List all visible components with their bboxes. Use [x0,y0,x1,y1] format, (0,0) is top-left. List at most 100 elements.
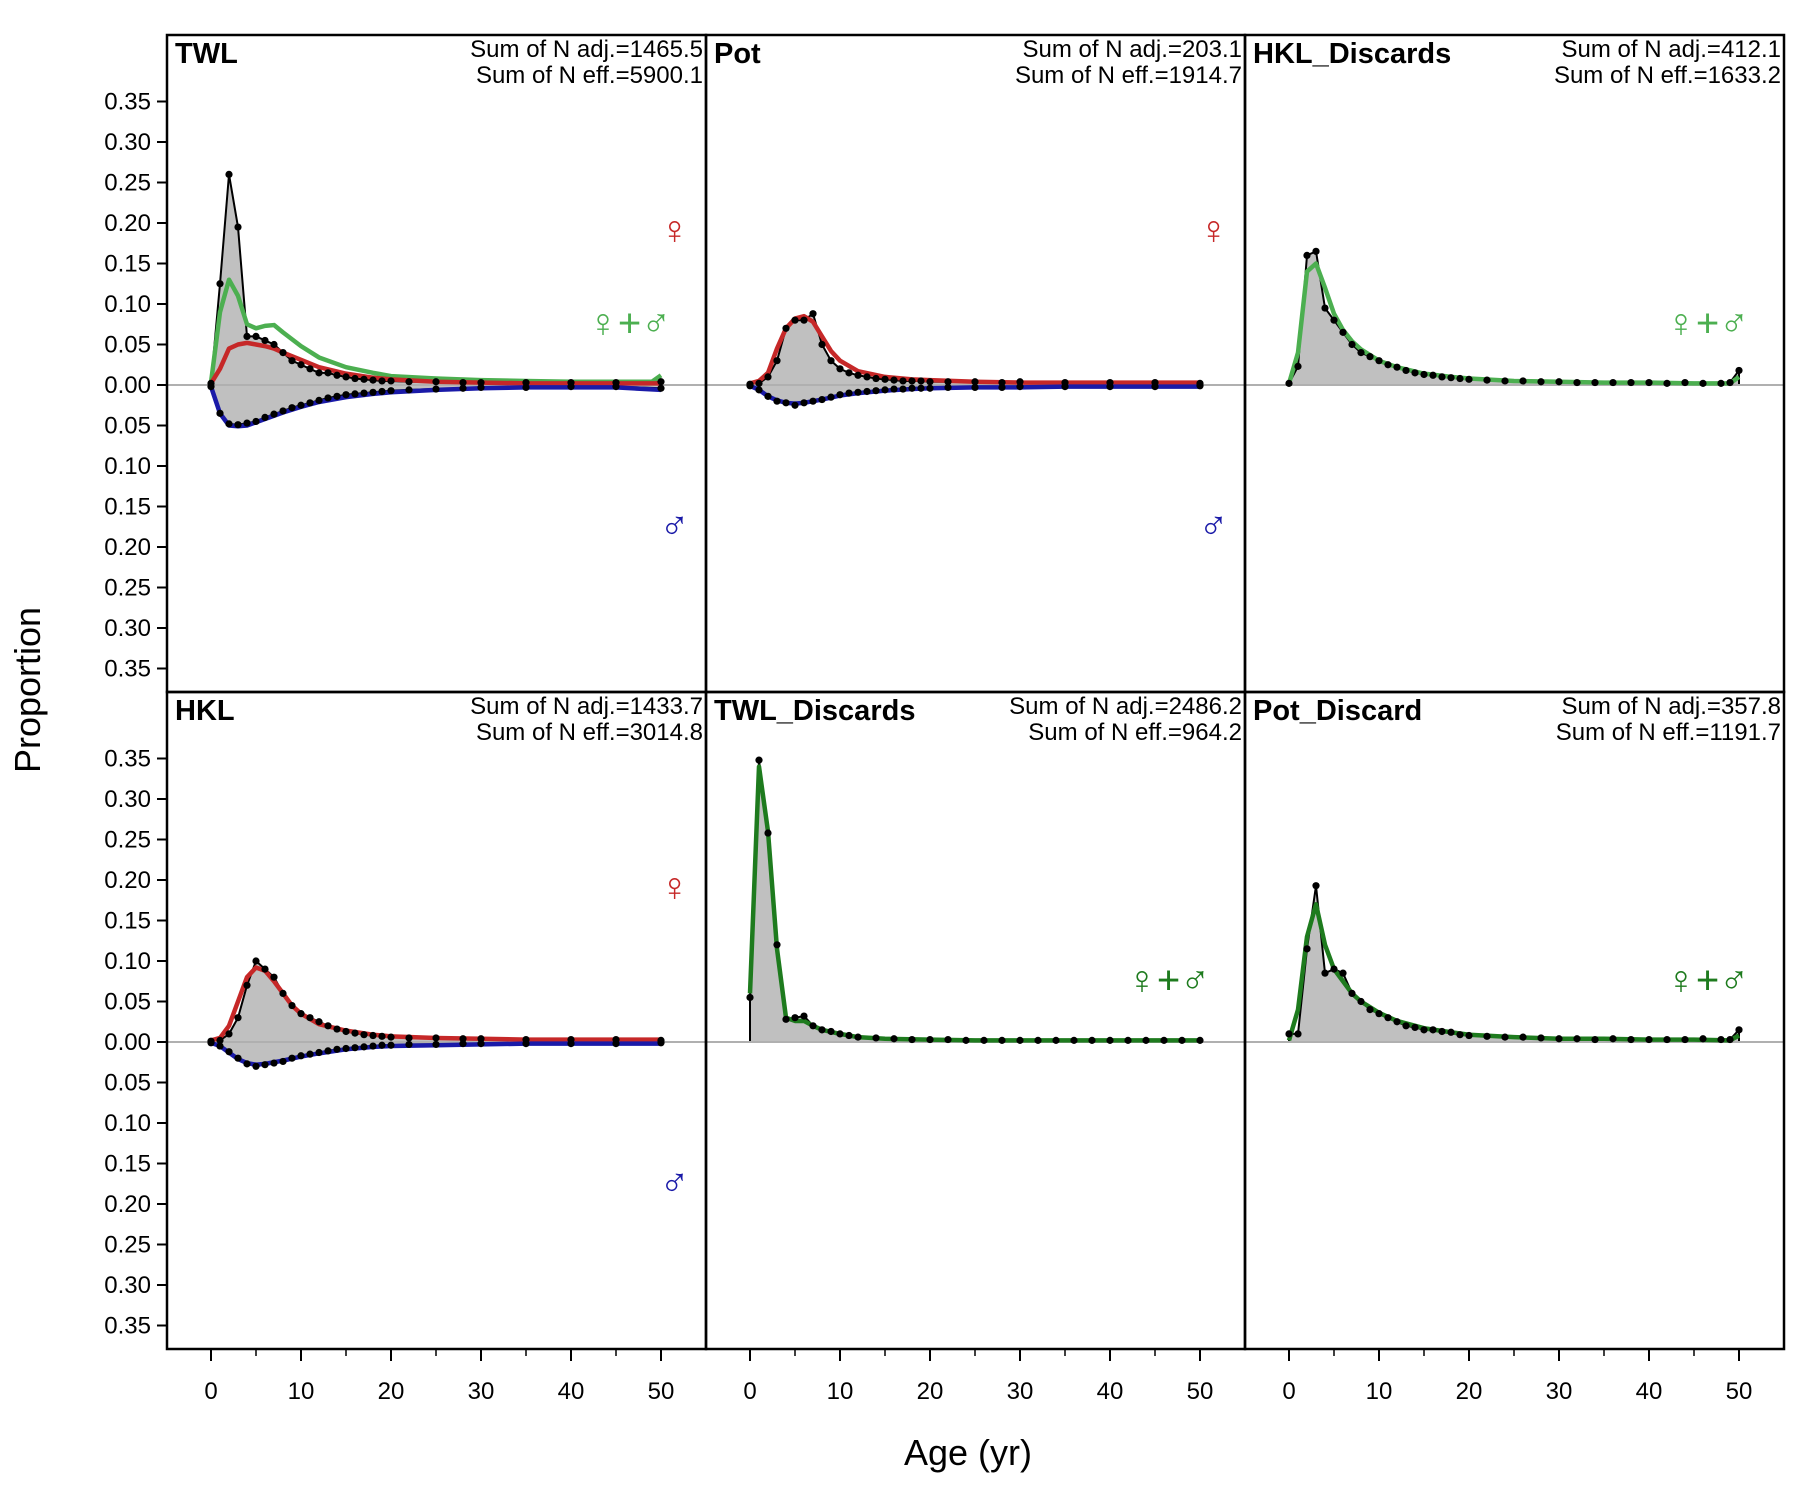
observed-male-point [657,384,665,392]
y-tick-label: 0.35 [104,746,151,773]
observed-female-point [243,981,251,989]
observed-female-point [297,1010,305,1018]
observed-male-point [243,419,251,427]
sum-n-adj: Sum of N adj.=357.8 [1562,693,1781,720]
observed-male-point [288,1054,296,1062]
observed-combined-point [1735,1026,1743,1034]
observed-male-point [459,1040,467,1048]
observed-male-point [351,390,359,398]
observed-combined-point [1303,251,1311,259]
observed-combined-point [1429,1026,1437,1034]
y-tick-label: 0.05 [104,989,151,1016]
observed-female-point [288,1001,296,1010]
observed-combined-point [1591,378,1599,387]
observed-combined-point [1663,1035,1671,1044]
observed-combined-point [1142,1036,1150,1044]
observed-combined-point [1465,375,1473,383]
observed-combined-point [1411,1023,1419,1032]
observed-female-point [324,369,332,377]
observed-combined-point [1402,366,1410,375]
observed-combined-point [1106,1036,1114,1044]
observed-male-point [324,394,332,402]
observed-female-point [657,378,665,386]
panel-title: Pot_Discard [1253,695,1422,727]
observed-female-point [279,349,287,357]
observed-combined-point [1483,376,1491,384]
observed-combined-point [1456,1031,1464,1039]
observed-combined-point [1429,371,1437,379]
panel-title: HKL_Discards [1253,38,1451,70]
y-tick-label: 0.05 [104,1070,151,1097]
observed-male-point [351,1044,359,1052]
observed-female-point [809,310,817,318]
observed-combined-point [1717,379,1725,387]
observed-combined-point [908,1035,916,1044]
observed-male-point [225,420,233,428]
x-tick-label: 0 [743,1378,756,1405]
panel-title: TWL [175,38,238,70]
observed-male-point [998,383,1006,392]
observed-male-point [279,1057,287,1066]
observed-male-point [306,399,314,407]
observed-male-point [387,1041,395,1049]
y-tick-label: 0.20 [104,210,151,237]
female-symbol: ♀ [660,865,690,909]
x-tick-label: 30 [1546,1378,1573,1405]
observed-combined-point [1402,1022,1410,1030]
observed-female-point [926,378,934,386]
x-tick-label: 10 [1366,1378,1393,1405]
observed-combined-point [791,1014,799,1022]
y-tick-label: 0.30 [104,129,151,156]
observed-male-point [207,1039,215,1047]
y-tick-label: 0.25 [104,170,151,197]
observed-combined-point [1420,1026,1428,1034]
panel-title: Pot [714,38,761,70]
observed-male-point [405,1040,413,1049]
observed-male-point [378,387,386,396]
observed-male-point [944,383,952,392]
observed-combined-point [1573,378,1581,387]
observed-male-point [261,1061,269,1069]
x-tick-label: 10 [288,1378,315,1405]
y-tick-label: 0.00 [104,372,151,399]
observed-female-point [279,989,287,998]
observed-male-point [333,1045,341,1053]
observed-combined-point [1366,353,1374,361]
y-tick-label: 0.20 [104,1191,151,1218]
observed-combined-point [1393,363,1401,371]
observed-male-point [522,383,530,392]
observed-combined-point [854,1033,862,1041]
sum-n-adj: Sum of N adj.=412.1 [1562,36,1781,63]
observed-male-point [378,1041,386,1049]
observed-female-point [297,361,305,369]
observed-female-point [908,377,916,385]
observed-female-point [342,1027,350,1036]
observed-combined-point [1447,374,1455,382]
observed-combined-point [755,756,763,764]
observed-female-point [315,369,323,377]
observed-male-point [432,1040,440,1049]
observed-female-point [252,332,260,340]
observed-male-point [216,1042,224,1050]
observed-male-point [657,1039,665,1047]
observed-female-point [369,1031,377,1040]
observed-combined-point [1681,378,1689,387]
observed-male-point [315,1048,323,1057]
observed-combined-point [1465,1031,1473,1040]
sum-n-eff: Sum of N eff.=1633.2 [1554,62,1781,89]
observed-combined-point [1573,1035,1581,1043]
observed-combined-point [1609,378,1617,387]
observed-combined-point [1357,349,1365,357]
y-tick-label: 0.35 [104,89,151,116]
observed-combined-point [1321,969,1329,977]
observed-male-point [818,395,826,404]
observed-male-point [270,1059,278,1067]
observed-combined-point [1034,1036,1042,1044]
observed-female-point [917,377,925,385]
panel-title: HKL [175,695,235,727]
